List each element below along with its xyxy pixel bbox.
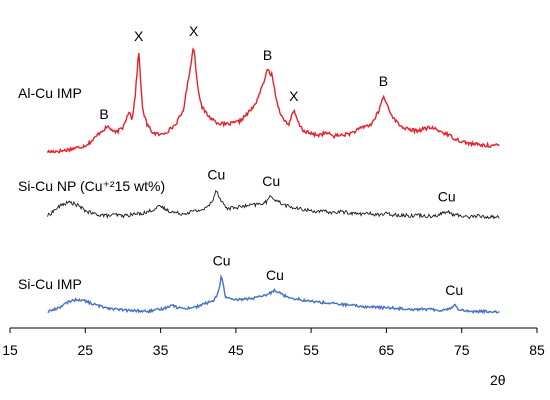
x-axis-title: 2θ — [490, 372, 506, 388]
x-tick-label-15: 15 — [2, 342, 18, 358]
x-tick-label-85: 85 — [529, 342, 545, 358]
x-tick-label-25: 25 — [78, 342, 94, 358]
series-line-3 — [47, 273, 500, 315]
peak-label-7: Cu — [207, 167, 225, 183]
peak-label-8: Cu — [262, 173, 280, 189]
series-label-2: Si-Cu NP (Cu⁺²15 wt%) — [18, 178, 165, 194]
series-label-3: Si-Cu IMP — [18, 276, 82, 292]
series-label-1: Al-Cu IMP — [18, 85, 82, 101]
peak-label-6: B — [379, 73, 388, 89]
peak-label-4: B — [263, 47, 272, 63]
series-layer — [46, 47, 500, 315]
series-line-2 — [47, 189, 500, 220]
peak-label-3: X — [189, 23, 199, 39]
peak-label-5: X — [289, 88, 299, 104]
peak-label-12: Cu — [445, 282, 463, 298]
x-tick-label-65: 65 — [379, 342, 395, 358]
tick-layer: 15 25 35 45 55 65 75 85 — [2, 328, 545, 358]
series-line-1 — [46, 47, 500, 154]
x-tick-label-45: 45 — [228, 342, 244, 358]
x-tick-label-35: 35 — [153, 342, 169, 358]
peak-label-9: Cu — [438, 189, 456, 205]
peak-label-1: B — [99, 106, 108, 122]
peak-label-11: Cu — [266, 267, 284, 283]
x-tick-label-75: 75 — [454, 342, 470, 358]
peak-label-10: Cu — [213, 253, 231, 269]
peak-label-2: X — [134, 28, 144, 44]
x-tick-label-55: 55 — [303, 342, 319, 358]
label-layer: Al-Cu IMP Si-Cu NP (Cu⁺²15 wt%) Si-Cu IMP B… — [18, 23, 463, 298]
